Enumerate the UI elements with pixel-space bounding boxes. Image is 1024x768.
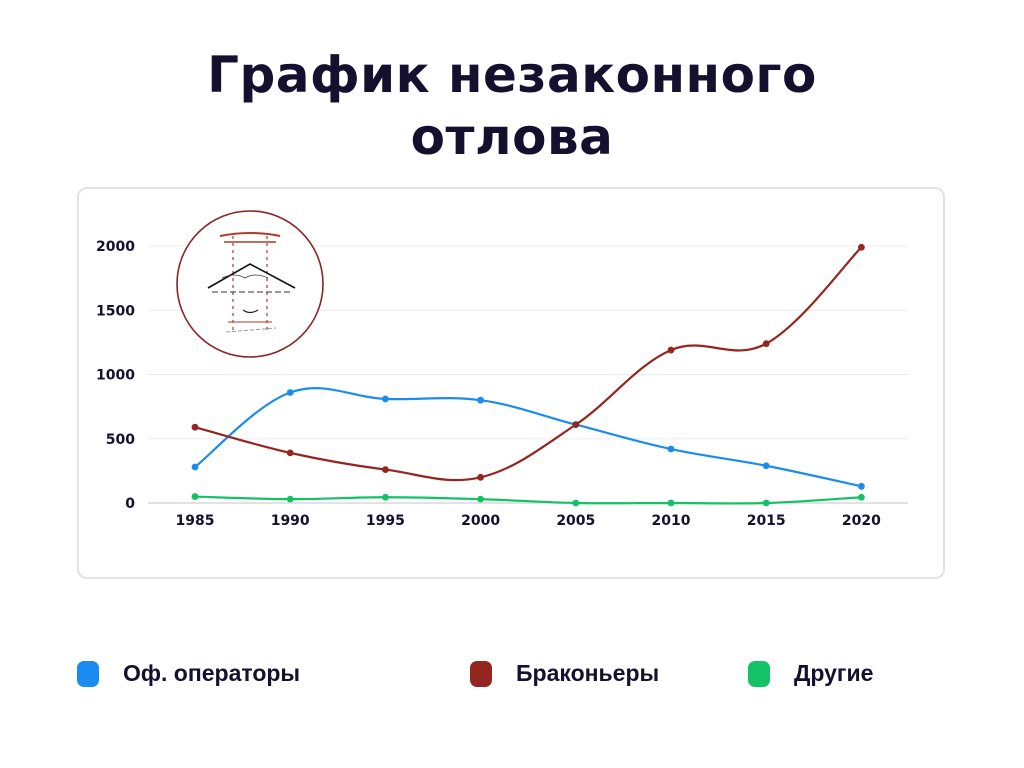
- data-point: [191, 423, 199, 431]
- y-tick-label: 500: [106, 432, 135, 448]
- title-line-1: График незаконного: [207, 46, 817, 104]
- page-title: График незаконного отлова: [0, 44, 1024, 168]
- x-tick-label: 2015: [747, 513, 786, 529]
- data-point: [477, 396, 484, 404]
- legend-swatch-green-icon: [748, 660, 770, 687]
- data-point: [762, 340, 770, 348]
- series-lines: [191, 243, 865, 507]
- x-tick-label: 1990: [271, 513, 310, 529]
- data-point: [477, 473, 484, 481]
- data-point: [858, 243, 865, 251]
- data-point: [762, 499, 770, 507]
- legend-item-poachers: Браконьеры: [470, 660, 659, 687]
- x-tick-label: 1995: [366, 513, 405, 529]
- x-tick-label: 2010: [652, 513, 691, 529]
- data-point: [191, 493, 199, 500]
- series-2: [191, 493, 865, 507]
- data-point: [477, 495, 484, 503]
- x-tick-label: 2020: [842, 513, 881, 529]
- x-tick-label: 1985: [176, 513, 215, 529]
- data-point: [382, 493, 389, 501]
- y-tick-label: 0: [125, 496, 135, 512]
- data-point: [667, 445, 675, 453]
- series-1: [191, 243, 865, 482]
- data-point: [762, 462, 770, 470]
- data-point: [382, 395, 389, 403]
- y-tick-label: 2000: [96, 239, 135, 255]
- legend-item-operators: Оф. операторы: [77, 660, 300, 687]
- x-tick-label: 2000: [461, 513, 500, 529]
- data-point: [286, 495, 294, 503]
- legend-swatch-red-icon: [470, 660, 492, 687]
- data-point: [572, 421, 580, 429]
- data-point: [667, 346, 675, 354]
- x-tick-label: 2005: [556, 513, 595, 529]
- legend-item-others: Другие: [748, 660, 873, 687]
- y-tick-label: 1000: [96, 368, 135, 384]
- data-point: [191, 463, 199, 471]
- title-line-2: отлова: [410, 108, 614, 166]
- data-point: [572, 499, 580, 507]
- data-point: [382, 466, 389, 473]
- data-point: [286, 389, 294, 396]
- x-axis-labels: 1985 1990 1995 2000 2005 2010 2015 2020: [176, 513, 882, 529]
- logo-emblem-icon: [176, 210, 324, 358]
- data-point: [858, 493, 865, 501]
- y-axis-labels: 0 500 1000 1500 2000: [96, 239, 135, 512]
- legend-label: Оф. операторы: [123, 660, 301, 686]
- legend-label: Другие: [794, 660, 874, 686]
- data-point: [667, 499, 675, 507]
- data-point: [286, 449, 294, 457]
- legend-swatch-blue-icon: [77, 660, 99, 687]
- legend: Оф. операторы Браконьеры Другие: [0, 660, 1024, 696]
- y-tick-label: 1500: [96, 303, 135, 319]
- data-point: [858, 482, 865, 490]
- legend-label: Браконьеры: [516, 660, 660, 686]
